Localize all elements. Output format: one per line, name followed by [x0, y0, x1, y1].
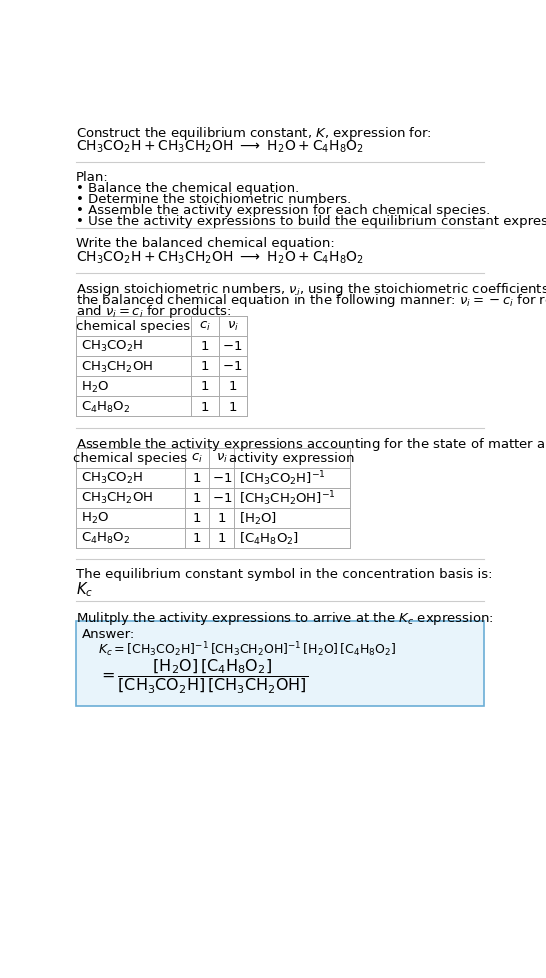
Text: the balanced chemical equation in the following manner: $\nu_i = -c_i$ for react: the balanced chemical equation in the fo…: [76, 292, 546, 309]
Text: $-1$: $-1$: [222, 360, 243, 373]
Text: $\mathrm{H_2O}$: $\mathrm{H_2O}$: [81, 379, 109, 394]
Text: 1: 1: [200, 400, 209, 413]
Text: Plan:: Plan:: [76, 170, 109, 184]
Text: $\mathrm{CH_3CH_2OH}$: $\mathrm{CH_3CH_2OH}$: [81, 359, 153, 375]
Text: $\mathrm{C_4H_8O_2}$: $\mathrm{C_4H_8O_2}$: [81, 531, 130, 546]
Text: Mulitply the activity expressions to arrive at the $K_c$ expression:: Mulitply the activity expressions to arr…: [76, 609, 494, 626]
Text: Assemble the activity expressions accounting for the state of matter and $\nu_i$: Assemble the activity expressions accoun…: [76, 436, 546, 453]
Text: 1: 1: [193, 532, 201, 545]
Text: The equilibrium constant symbol in the concentration basis is:: The equilibrium constant symbol in the c…: [76, 567, 492, 580]
Text: $[\mathrm{CH_3CO_2H}]^{-1}$: $[\mathrm{CH_3CO_2H}]^{-1}$: [239, 468, 325, 487]
Text: $\mathrm{CH_3CO_2H}$: $\mathrm{CH_3CO_2H}$: [81, 470, 143, 486]
Text: $1$: $1$: [217, 532, 227, 545]
Text: • Use the activity expressions to build the equilibrium constant expression.: • Use the activity expressions to build …: [76, 214, 546, 227]
Text: $\mathrm{C_4H_8O_2}$: $\mathrm{C_4H_8O_2}$: [81, 399, 130, 414]
Text: $\nu_i$: $\nu_i$: [227, 320, 239, 333]
Text: $-1$: $-1$: [211, 492, 232, 505]
Text: $[\mathrm{CH_3CH_2OH}]^{-1}$: $[\mathrm{CH_3CH_2OH}]^{-1}$: [239, 489, 336, 508]
Text: • Balance the chemical equation.: • Balance the chemical equation.: [76, 182, 299, 195]
Text: $\nu_i$: $\nu_i$: [216, 452, 228, 465]
Text: Answer:: Answer:: [82, 627, 135, 641]
Text: chemical species: chemical species: [73, 452, 187, 465]
Text: • Determine the stoichiometric numbers.: • Determine the stoichiometric numbers.: [76, 193, 351, 205]
Text: 1: 1: [193, 492, 201, 505]
Text: $-1$: $-1$: [222, 340, 243, 353]
Text: $\mathrm{CH_3CO_2H + CH_3CH_2OH\ \longrightarrow\ H_2O + C_4H_8O_2}$: $\mathrm{CH_3CO_2H + CH_3CH_2OH\ \longri…: [76, 248, 364, 265]
Text: 1: 1: [200, 380, 209, 393]
Text: $= \dfrac{[\mathrm{H_2O}]\,[\mathrm{C_4H_8O_2}]}{[\mathrm{CH_3CO_2H}]\,[\mathrm{: $= \dfrac{[\mathrm{H_2O}]\,[\mathrm{C_4H…: [98, 656, 308, 695]
Text: $1$: $1$: [217, 511, 227, 524]
Text: Assign stoichiometric numbers, $\nu_i$, using the stoichiometric coefficients, $: Assign stoichiometric numbers, $\nu_i$, …: [76, 282, 546, 298]
Text: $K_c$: $K_c$: [76, 580, 93, 599]
Text: $[\mathrm{H_2O}]$: $[\mathrm{H_2O}]$: [239, 511, 277, 526]
Text: Write the balanced chemical equation:: Write the balanced chemical equation:: [76, 237, 335, 249]
Text: $\mathrm{CH_3CO_2H + CH_3CH_2OH\ \longrightarrow\ H_2O + C_4H_8O_2}$: $\mathrm{CH_3CO_2H + CH_3CH_2OH\ \longri…: [76, 138, 364, 155]
Text: $1$: $1$: [228, 380, 237, 393]
Text: 1: 1: [193, 471, 201, 485]
Text: 1: 1: [200, 340, 209, 353]
Text: $\mathrm{H_2O}$: $\mathrm{H_2O}$: [81, 511, 109, 525]
Text: $[\mathrm{C_4H_8O_2}]$: $[\mathrm{C_4H_8O_2}]$: [239, 530, 299, 546]
Text: $\mathrm{CH_3CO_2H}$: $\mathrm{CH_3CO_2H}$: [81, 339, 143, 354]
Text: chemical species: chemical species: [76, 320, 191, 333]
Text: $K_c = [\mathrm{CH_3CO_2H}]^{-1}\,[\mathrm{CH_3CH_2OH}]^{-1}\,[\mathrm{H_2O}]\,[: $K_c = [\mathrm{CH_3CO_2H}]^{-1}\,[\math…: [98, 640, 396, 658]
Text: $1$: $1$: [228, 400, 237, 413]
Text: $-1$: $-1$: [211, 471, 232, 485]
Text: and $\nu_i = c_i$ for products:: and $\nu_i = c_i$ for products:: [76, 303, 232, 320]
Text: $c_i$: $c_i$: [191, 452, 203, 465]
Text: $c_i$: $c_i$: [199, 320, 211, 333]
Text: $\mathrm{CH_3CH_2OH}$: $\mathrm{CH_3CH_2OH}$: [81, 491, 153, 506]
Text: 1: 1: [193, 511, 201, 524]
Text: activity expression: activity expression: [229, 452, 355, 465]
Text: Construct the equilibrium constant, $K$, expression for:: Construct the equilibrium constant, $K$,…: [76, 125, 432, 142]
Text: 1: 1: [200, 360, 209, 373]
FancyBboxPatch shape: [76, 621, 484, 706]
Text: • Assemble the activity expression for each chemical species.: • Assemble the activity expression for e…: [76, 203, 490, 216]
